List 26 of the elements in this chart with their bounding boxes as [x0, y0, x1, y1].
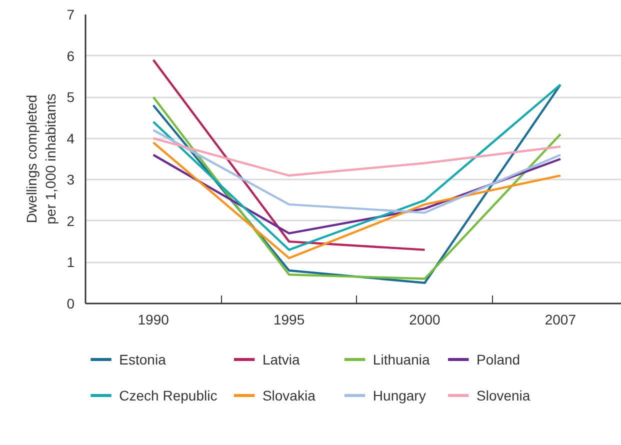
- x-tick-label: 2000: [409, 312, 441, 328]
- legend-label: Lithuania: [372, 352, 430, 368]
- y-tick-label: 6: [66, 48, 75, 64]
- line-series: [152, 84, 562, 251]
- legend-label: Latvia: [262, 352, 300, 368]
- legend-label: Hungary: [372, 388, 426, 404]
- x-tick-label: 1995: [273, 312, 305, 328]
- legend-label: Estonia: [119, 352, 166, 368]
- y-tick-label: 2: [66, 212, 75, 229]
- y-tick-label: 0: [66, 296, 75, 312]
- x-tick-label: 2007: [544, 312, 576, 328]
- y-axis-title: Dwellings completed per 1,000 inhabitants: [24, 94, 59, 224]
- line-series: [152, 154, 562, 234]
- y-tick-label: 5: [66, 89, 75, 106]
- y-tick-label: 1: [66, 254, 75, 270]
- y-tick-label: 3: [66, 172, 75, 188]
- y-tick-label: 4: [66, 130, 75, 146]
- line-series: [152, 137, 562, 177]
- legend-label: Slovakia: [262, 388, 316, 404]
- line-series: [152, 129, 562, 214]
- x-tick-label: 1990: [138, 312, 170, 328]
- legend-label: Czech Republic: [119, 388, 218, 404]
- legend-label: Poland: [476, 352, 520, 368]
- line-series: [152, 141, 562, 260]
- legend-label: Slovenia: [476, 388, 530, 404]
- y-tick-label: 7: [66, 6, 75, 22]
